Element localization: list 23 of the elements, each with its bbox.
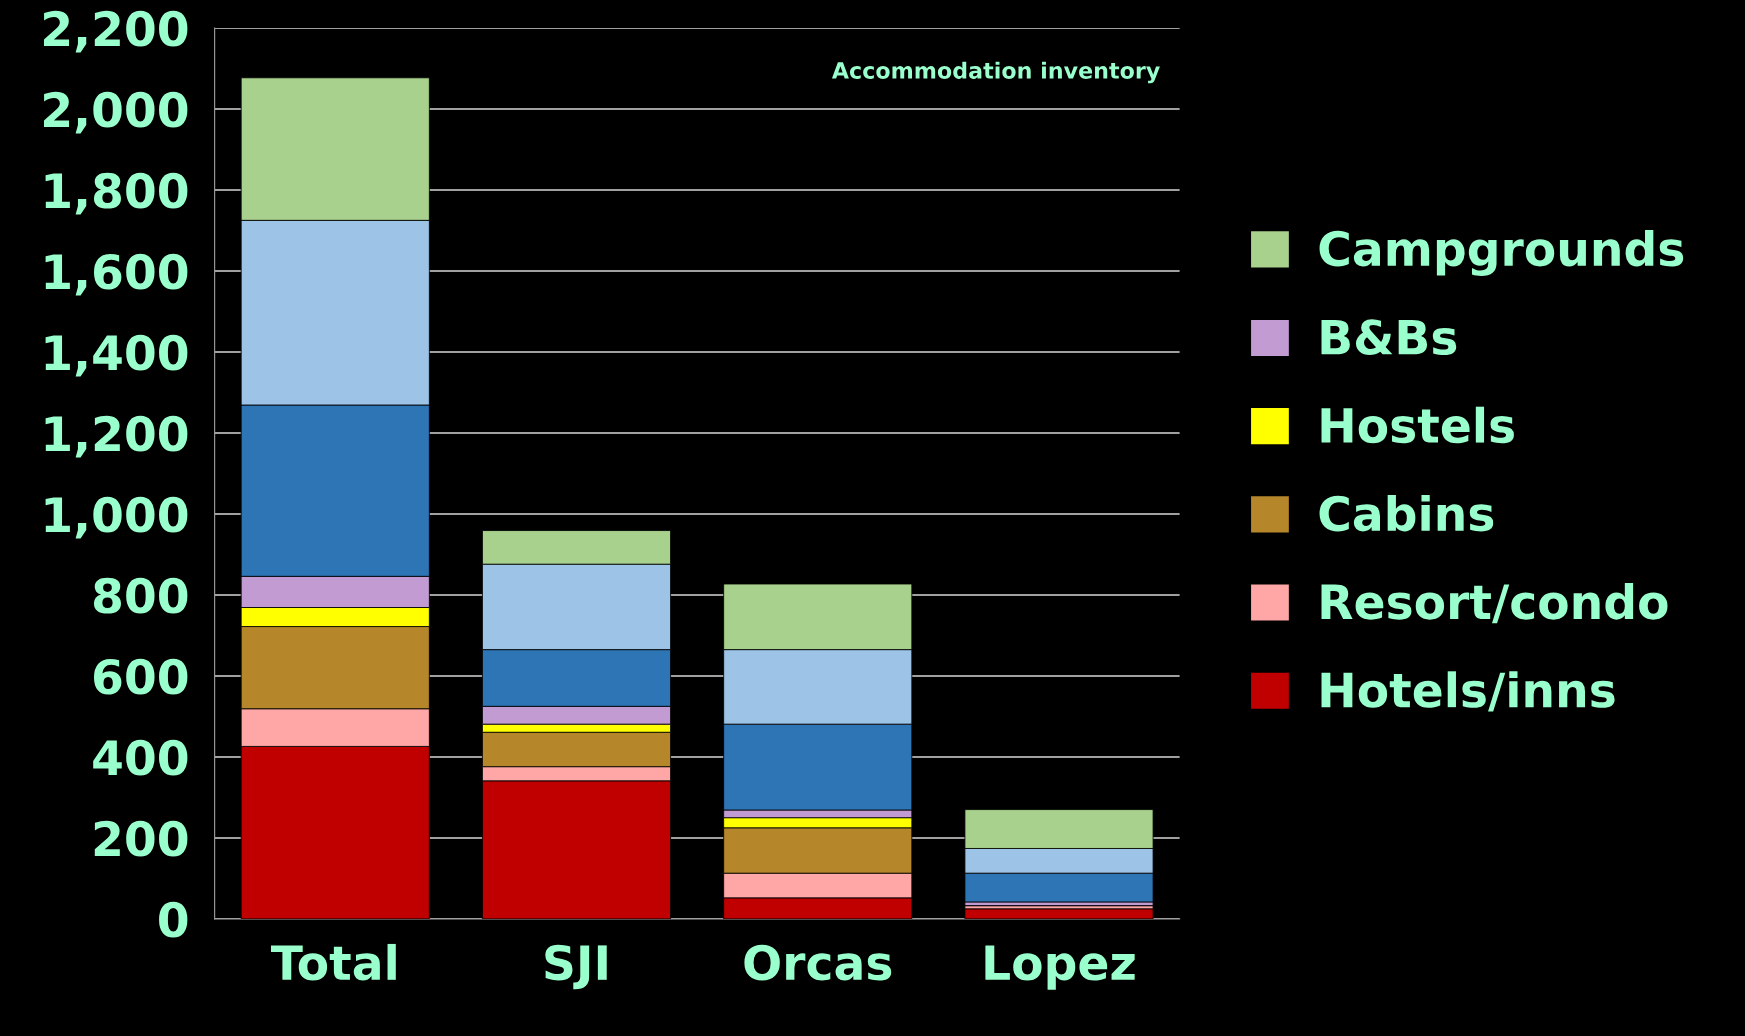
- x-tick-label: Total: [270, 943, 396, 981]
- x-tick-label: Lopez: [985, 945, 1135, 990]
- y-tick-label: 1,000: [45, 496, 188, 539]
- y-tick-label: 1,800: [45, 172, 188, 215]
- legend-label: Resort/condo: [1321, 583, 1668, 624]
- y-tick-label: 600: [94, 658, 188, 695]
- y-tick-label: 0: [159, 901, 188, 938]
- x-tick-label: Orcas: [744, 944, 892, 981]
- legend-label: Campgrounds: [1319, 229, 1684, 276]
- legend-label: Cabins: [1319, 494, 1494, 532]
- y-tick-label: 800: [93, 577, 188, 614]
- legend-label: Hotels/inns: [1321, 671, 1615, 712]
- y-tick-label: 2,200: [44, 10, 188, 53]
- y-tick-label: 200: [94, 820, 188, 857]
- y-tick-label: 400: [93, 739, 188, 776]
- legend-label: Hostels: [1321, 406, 1514, 444]
- y-tick-label: 1,600: [45, 253, 188, 296]
- y-tick-label: 1,400: [45, 334, 188, 377]
- y-tick-label: 2,000: [44, 91, 188, 134]
- legend-label: B&Bs: [1321, 319, 1457, 356]
- y-tick-label: 1,200: [45, 415, 188, 458]
- x-tick-label: SJI: [545, 944, 607, 990]
- annotation: Accommodation inventory: [831, 61, 1160, 84]
